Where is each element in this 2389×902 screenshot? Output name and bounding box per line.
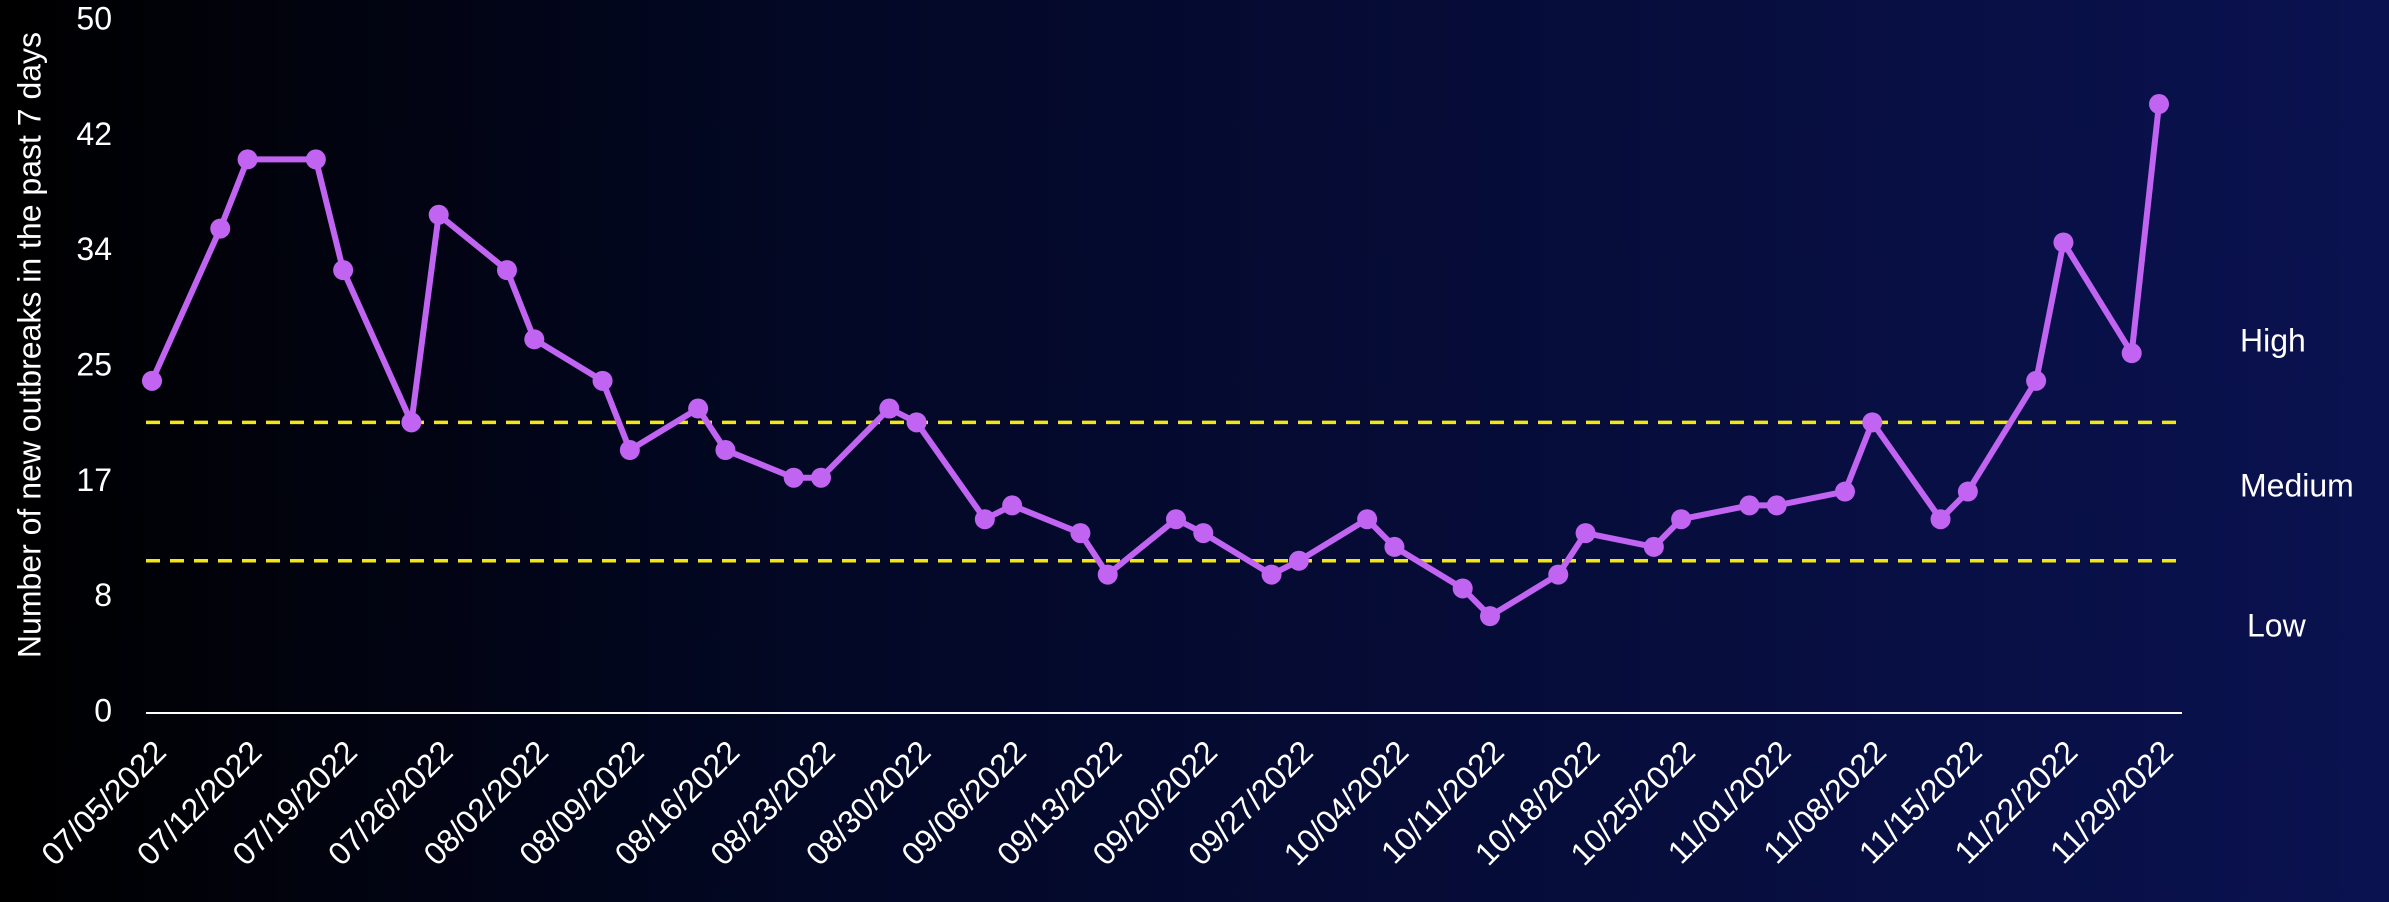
y-tick-label: 8 — [94, 577, 112, 613]
point — [1288, 550, 1309, 571]
point — [305, 149, 326, 170]
point — [688, 398, 709, 419]
point — [1070, 523, 1091, 544]
point — [974, 509, 995, 530]
point — [428, 204, 449, 225]
y-tick-label: 25 — [76, 346, 112, 382]
point — [142, 370, 162, 391]
point — [1452, 578, 1473, 599]
point — [1671, 509, 1692, 530]
point — [619, 440, 640, 461]
y-axis-label: Number of new outbreaks in the past 7 da… — [11, 32, 47, 658]
y-tick-label: 34 — [76, 231, 112, 267]
point — [2149, 94, 2169, 115]
point — [1862, 412, 1883, 433]
zone-label: Medium — [2240, 467, 2354, 503]
point — [524, 329, 545, 350]
point — [1384, 536, 1405, 557]
point — [1261, 564, 1282, 585]
point — [1643, 536, 1664, 557]
y-tick-label: 42 — [76, 116, 112, 152]
y-tick-label: 17 — [76, 462, 112, 498]
point — [2121, 343, 2142, 364]
point — [1357, 509, 1378, 530]
series-line — [149, 103, 2162, 620]
point — [401, 412, 422, 433]
point — [1002, 495, 1023, 516]
zone-label: Low — [2247, 607, 2307, 643]
point — [1193, 523, 1214, 544]
point — [1930, 509, 1951, 530]
point — [811, 467, 831, 488]
point — [783, 467, 804, 488]
point — [1957, 481, 1978, 502]
point — [1097, 564, 1118, 585]
point — [496, 260, 517, 281]
point — [2026, 370, 2047, 391]
point — [1739, 495, 1760, 516]
point — [879, 398, 900, 419]
point — [1834, 481, 1855, 502]
y-tick-label: 0 — [94, 692, 112, 728]
point — [333, 260, 354, 281]
point — [1480, 606, 1500, 627]
point — [715, 440, 736, 461]
point — [1766, 495, 1787, 516]
point — [906, 412, 927, 433]
point — [1548, 564, 1569, 585]
zone-label: High — [2240, 322, 2306, 358]
point — [210, 218, 231, 239]
point — [237, 149, 258, 170]
point — [592, 370, 613, 391]
y-tick-label: 50 — [76, 0, 112, 36]
point — [1575, 523, 1596, 544]
point — [1165, 509, 1186, 530]
point — [2053, 232, 2074, 253]
